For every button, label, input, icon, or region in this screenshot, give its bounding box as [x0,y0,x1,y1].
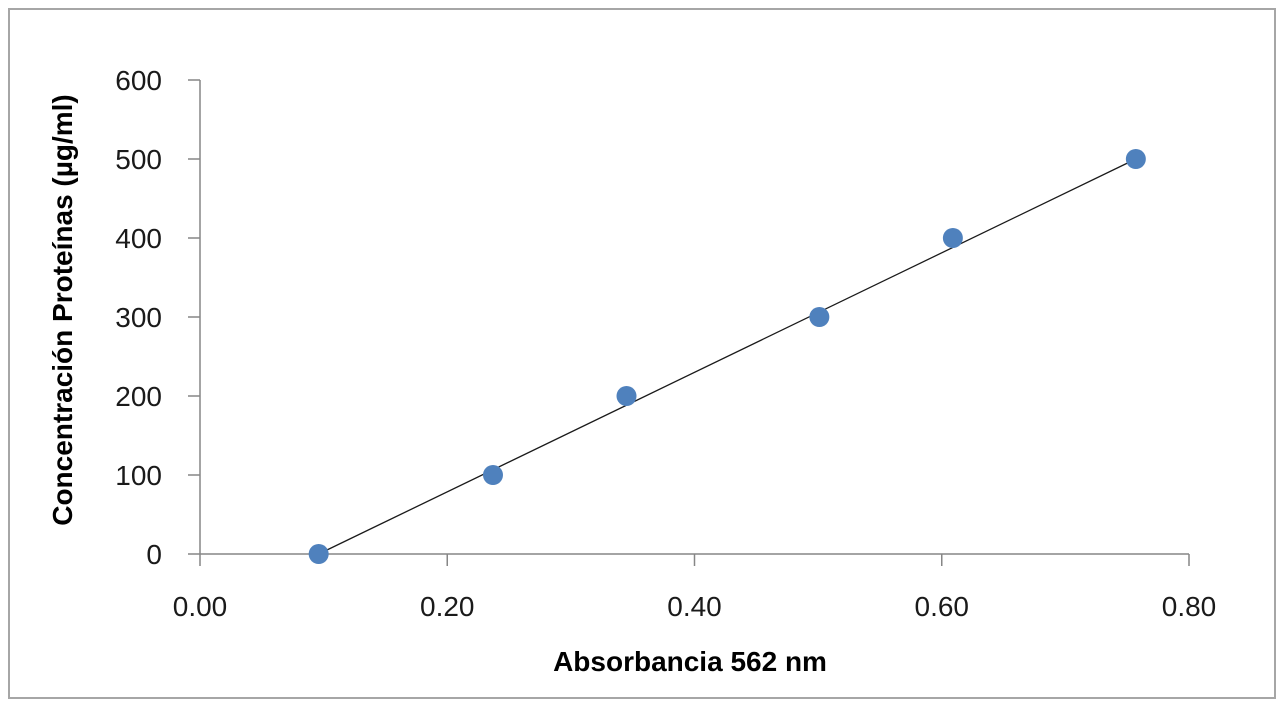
y-axis-title: Concentración Proteínas (µg/ml) [47,94,78,526]
y-tick-label: 300 [115,302,162,333]
x-axis-tick-labels: 0.00 0.20 0.40 0.60 0.80 [173,591,1217,622]
y-tick-label: 0 [146,539,162,570]
y-tick-label: 500 [115,144,162,175]
data-point [942,228,963,248]
data-point [809,307,830,327]
data-points [308,149,1146,564]
data-point [308,544,329,564]
data-point [616,386,637,406]
axes [188,79,1190,566]
trendline-layer [318,158,1137,555]
y-axis-tick-labels: 0 100 200 300 400 500 600 [115,65,162,570]
y-tick-label: 100 [115,460,162,491]
y-tick-label: 400 [115,223,162,254]
x-tick-label: 0.40 [667,591,722,622]
chart-frame [8,8,1276,699]
x-axis-title: Absorbancia 562 nm [553,646,827,677]
trendline [318,158,1137,555]
data-point [1125,149,1146,169]
x-tick-label: 0.80 [1162,591,1217,622]
y-tick-label: 200 [115,381,162,412]
y-tick-label: 600 [115,65,162,96]
x-tick-label: 0.20 [420,591,475,622]
x-tick-label: 0.00 [173,591,228,622]
data-point [482,465,503,485]
x-tick-label: 0.60 [915,591,970,622]
